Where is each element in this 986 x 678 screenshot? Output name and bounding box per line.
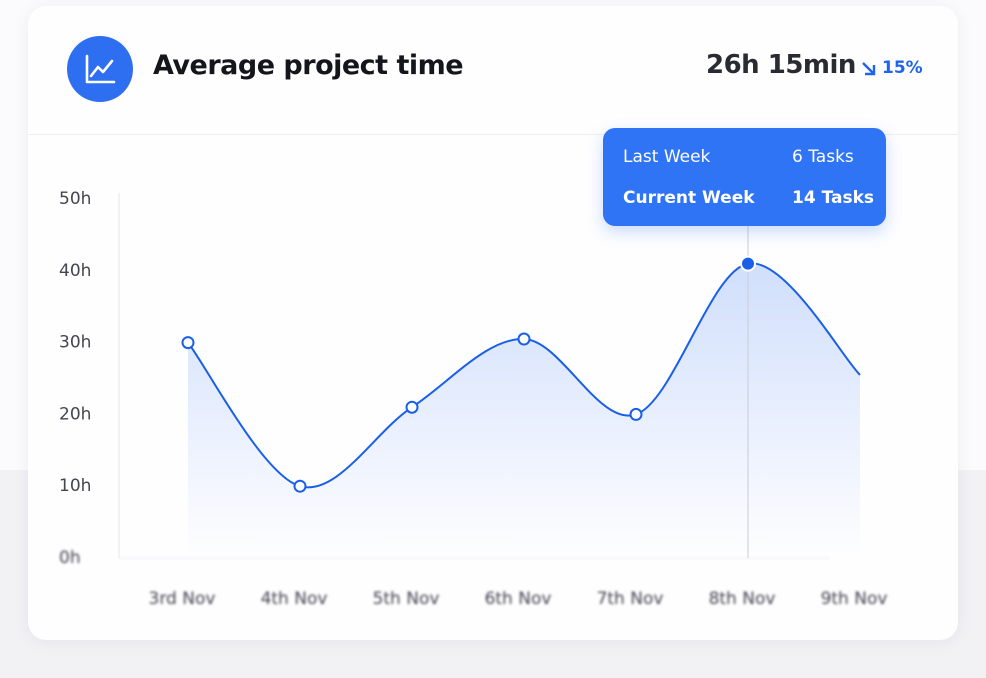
area	[188, 263, 860, 558]
card-title: Average project time	[153, 50, 464, 81]
total-value: 26h 15min	[706, 50, 856, 80]
chart-icon	[67, 36, 133, 102]
point	[405, 400, 419, 414]
y-tick-label: 20h	[59, 404, 91, 424]
point	[517, 332, 531, 346]
x-tick-label: 6th Nov	[485, 589, 552, 609]
x-tick-label: 3rd Nov	[149, 589, 216, 609]
y-tick-label: 30h	[59, 333, 91, 353]
point	[181, 336, 195, 350]
tooltip-value: 6 Tasks	[792, 147, 854, 167]
x-tick-label: 7th Nov	[597, 589, 664, 609]
tooltip-label: Current Week	[623, 188, 755, 208]
x-tick-label: 9th Nov	[821, 589, 888, 609]
y-tick-label: 50h	[59, 189, 91, 209]
y-tick-label: 0h	[59, 548, 81, 568]
x-tick-label: 5th Nov	[373, 589, 440, 609]
card-header	[28, 6, 958, 135]
y-tick-label: 10h	[59, 476, 91, 496]
x-tick-label: 8th Nov	[709, 589, 776, 609]
trend-arrow	[862, 62, 876, 76]
point	[293, 479, 307, 493]
tooltip-label: Last Week	[623, 147, 711, 167]
y-tick-label: 40h	[59, 261, 91, 281]
x-tick-label: 4th Nov	[261, 589, 328, 609]
active-point	[740, 255, 756, 272]
tooltip-value: 14 Tasks	[792, 188, 874, 208]
change-value: 15%	[882, 58, 923, 78]
point	[629, 407, 643, 421]
tooltip: Last Week 6 Tasks Current Week 14 Tasks	[603, 128, 886, 226]
icon-glyph	[85, 54, 116, 84]
